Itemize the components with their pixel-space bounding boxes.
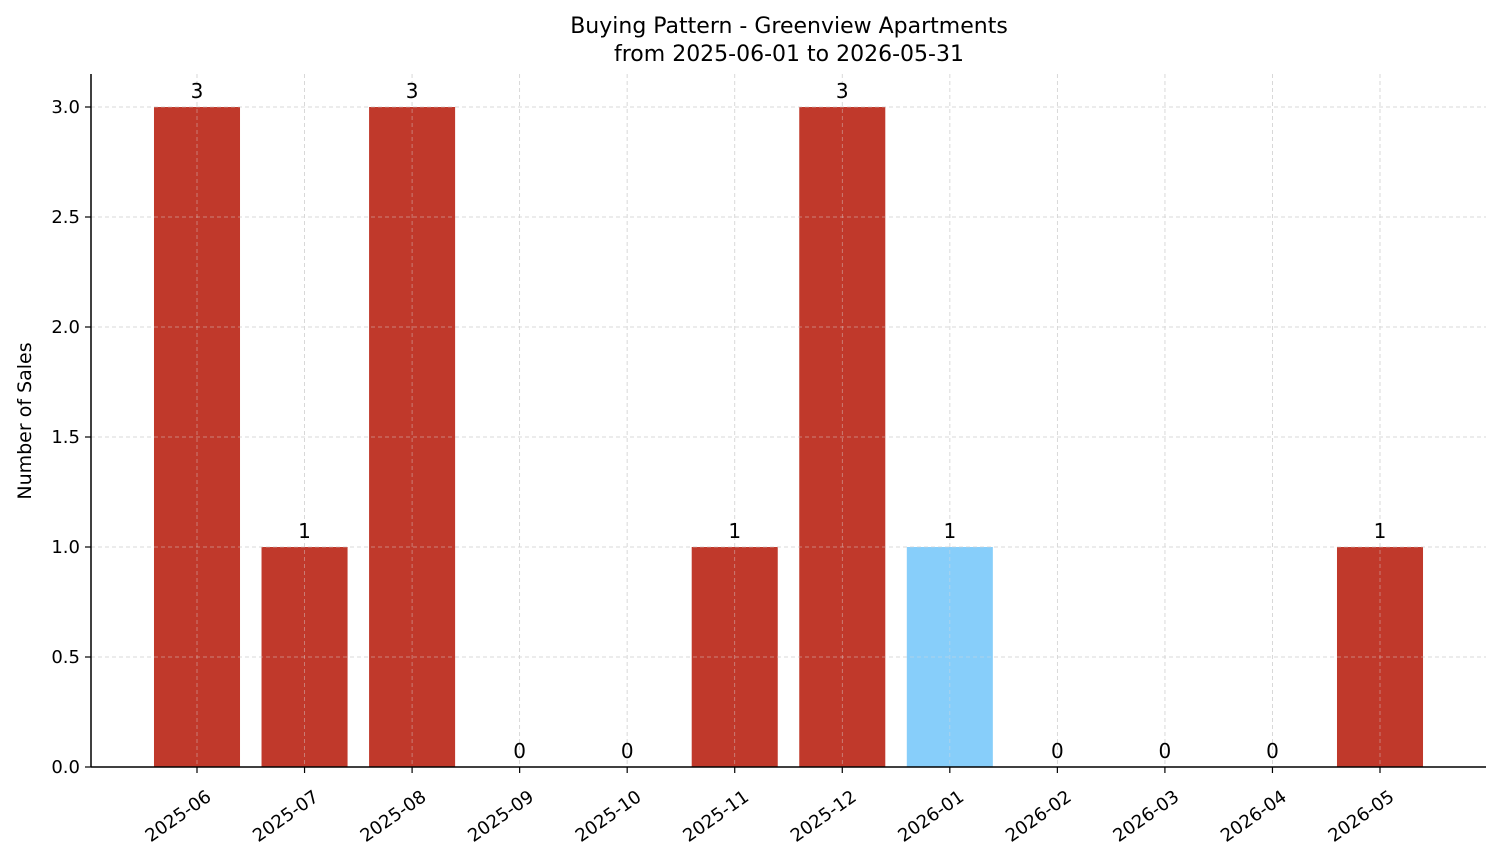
bars <box>91 74 1486 768</box>
data-label-2026-03: 0 <box>1159 739 1172 763</box>
x-tick-label: 2025-09 <box>464 786 538 846</box>
data-label-2025-07: 1 <box>298 519 311 543</box>
data-label-2025-08: 3 <box>406 79 419 103</box>
y-axis-label: Number of Sales <box>14 342 36 499</box>
y-tick-label: 3.0 <box>51 97 80 118</box>
data-labels: 3 1 3 0 0 1 3 1 0 0 0 1 <box>191 79 1387 763</box>
x-tick-label: 2025-06 <box>142 786 216 846</box>
data-label-2025-06: 3 <box>191 79 204 103</box>
x-tick-label: 2026-04 <box>1217 786 1291 846</box>
data-label-2026-04: 0 <box>1266 739 1279 763</box>
x-tick-label: 2025-11 <box>679 786 753 846</box>
data-label-2025-10: 0 <box>621 739 634 763</box>
chart-subtitle: from 2025-06-01 to 2026-05-31 <box>614 42 964 67</box>
x-tick-label: 2026-01 <box>894 786 968 846</box>
y-tick-label: 1.5 <box>51 427 80 448</box>
y-tick-label: 2.5 <box>51 207 80 228</box>
data-label-2025-12: 3 <box>836 79 849 103</box>
data-label-2026-05: 1 <box>1374 519 1387 543</box>
y-tick-label: 0.5 <box>51 647 80 668</box>
x-tick-label: 2025-08 <box>357 786 431 846</box>
data-label-2025-11: 1 <box>728 519 741 543</box>
data-label-2026-02: 0 <box>1051 739 1064 763</box>
data-label-2026-01: 1 <box>943 519 956 543</box>
x-tick-label: 2025-07 <box>249 786 323 846</box>
chart-title: Buying Pattern - Greenview Apartments <box>570 14 1008 39</box>
y-tick-label: 1.0 <box>51 537 80 558</box>
data-label-2025-09: 0 <box>513 739 526 763</box>
x-tick-label: 2025-10 <box>572 786 646 846</box>
y-tick-label: 2.0 <box>51 317 80 338</box>
x-tick-label: 2026-03 <box>1109 786 1183 846</box>
y-tick-label: 0.0 <box>51 757 80 778</box>
x-tick-label: 2026-05 <box>1325 786 1399 846</box>
x-tick-label: 2026-02 <box>1002 786 1076 846</box>
x-tick-label: 2025-12 <box>787 786 861 846</box>
